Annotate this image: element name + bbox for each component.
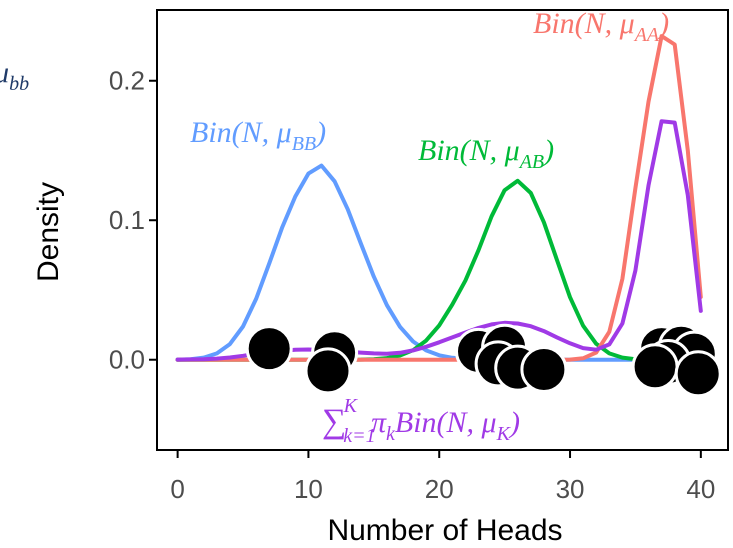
label-ab-sub: AB [518, 151, 544, 173]
label-bb-close: ) [314, 116, 326, 149]
label-aa-base: Bin(N, μ [533, 7, 635, 40]
cropped-mu-bb-label: μbb [0, 56, 29, 95]
x-axis: 0 10 20 30 40 [170, 450, 715, 504]
label-aa-close: ) [657, 7, 669, 40]
label-mix-sum: ∑ [322, 403, 346, 440]
label-mix-pi: π [371, 406, 387, 439]
label-bin-aa: Bin(N, μAA) [533, 7, 669, 46]
x-tick-label: 0 [170, 474, 184, 504]
label-ab-close: ) [542, 134, 554, 167]
data-point [520, 346, 568, 393]
series-labels: Bin(N, μBB) Bin(N, μAB) Bin(N, μAA) ∑k=1… [190, 7, 669, 447]
y-axis: 0.0 0.1 0.2 [109, 66, 157, 375]
series-line-bb [175, 163, 703, 362]
label-bin-bb: Bin(N, μBB) [190, 116, 326, 155]
x-tick-label: 10 [294, 474, 323, 504]
x-axis-title: Number of Heads [327, 514, 562, 547]
data-point [631, 343, 679, 391]
data-points [245, 323, 722, 398]
series-line-aa [175, 34, 703, 362]
label-mix-close: ) [508, 406, 520, 439]
y-tick-label: 0.1 [109, 205, 145, 235]
data-point [245, 325, 293, 373]
label-ab-base: Bin(N, μ [418, 134, 520, 167]
x-tick-label: 20 [425, 474, 454, 504]
data-point [304, 347, 352, 395]
data-point [674, 350, 722, 398]
label-bb-base: Bin(N, μ [190, 116, 292, 149]
x-tick-label: 40 [686, 474, 715, 504]
svg-text:μbb: μbb [0, 56, 29, 95]
cropped-mu-sub: bb [9, 73, 29, 95]
label-mix-pi-sub: k [386, 423, 396, 445]
x-tick-label: 30 [556, 474, 585, 504]
series-lines [175, 34, 703, 362]
label-mix-sup: K [343, 395, 359, 417]
plot-panel [156, 9, 729, 451]
y-tick-label: 0.2 [109, 66, 145, 96]
label-mixture: ∑k=1K πkBin(N, μK) [322, 395, 520, 447]
cropped-mu-base: μ [0, 56, 9, 89]
label-bin-ab: Bin(N, μAB) [418, 134, 554, 173]
label-bb-sub: BB [292, 133, 316, 155]
y-axis-title: Density [32, 182, 65, 282]
label-mix-tail-sub: K [496, 423, 512, 445]
label-aa-sub: AA [633, 24, 660, 46]
label-mix-tail: Bin(N, μ [395, 406, 497, 439]
label-mix-sub: k=1 [343, 425, 375, 447]
y-tick-label: 0.0 [109, 345, 145, 375]
